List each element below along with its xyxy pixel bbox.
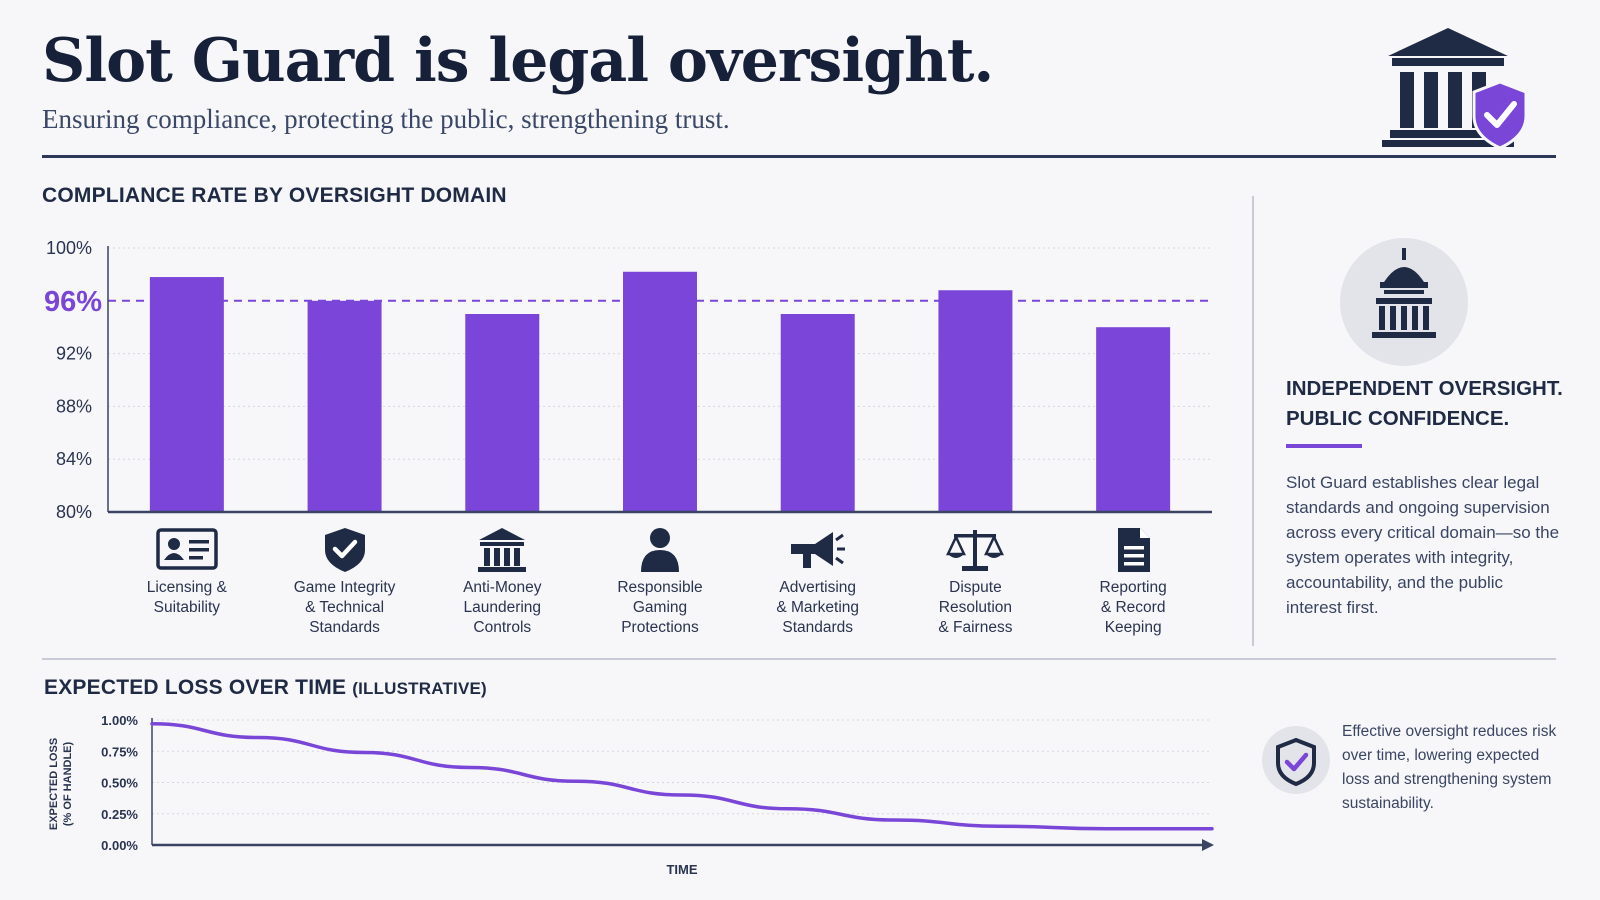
bar <box>1096 327 1171 512</box>
category-label-line: Advertising <box>779 579 857 596</box>
bank-icon <box>478 528 527 572</box>
note-badge <box>1262 726 1330 794</box>
category-label-line: Standards <box>782 619 854 636</box>
sidebar-body: Slot Guard establishes clear legal stand… <box>1286 473 1560 617</box>
bar <box>149 277 224 512</box>
sidebar-note: Effective oversight reduces risk over ti… <box>1342 723 1557 812</box>
category-label-line: & Marketing <box>776 599 860 616</box>
compliance-bar-chart: 100% 96% 92% 88% 84% 80% <box>44 238 1212 522</box>
x-axis-label: TIME <box>666 862 697 877</box>
category-label-line: Gaming <box>632 599 688 616</box>
category-label-line: Suitability <box>153 599 221 616</box>
category-label-line: Reporting <box>1099 579 1167 596</box>
sidebar-heading-line1: INDEPENDENT OVERSIGHT. <box>1286 377 1563 400</box>
category-label: Responsible Gaming Protections <box>590 524 730 638</box>
loss-line <box>150 722 1214 831</box>
shield-check-icon <box>324 528 365 572</box>
y-tick-label: 0.75% <box>101 744 138 759</box>
scales-icon <box>946 530 1005 571</box>
bar <box>465 314 540 512</box>
x-axis-arrow <box>1202 839 1214 851</box>
bar <box>938 290 1013 512</box>
bar <box>623 271 697 512</box>
category-label-line: Laundering <box>463 599 542 616</box>
category-label-line: Standards <box>309 619 380 636</box>
loss-section-title-suffix: (ILLUSTRATIVE) <box>352 679 487 698</box>
category-label: Dispute Resolution & Fairness <box>905 524 1045 638</box>
y-axis-label-line: (% OF HANDLE) <box>62 742 74 827</box>
capitol-dome-icon <box>1372 248 1436 338</box>
category-label-line: & Fairness <box>938 619 1013 636</box>
bar <box>780 314 855 512</box>
sidebar-accent-rule <box>1286 444 1362 448</box>
vertical-divider <box>1252 196 1254 646</box>
sidebar-heading-line2: PUBLIC CONFIDENCE. <box>1286 407 1510 430</box>
y-axis-label-line: EXPECTED LOSS <box>48 738 60 830</box>
loss-section-title: EXPECTED LOSS OVER TIME (ILLUSTRATIVE) <box>44 676 487 700</box>
courthouse-shield-icon <box>1382 28 1528 150</box>
y-tick-label: 1.00% <box>101 713 138 728</box>
category-label: Advertising & Marketing Standards <box>748 524 888 638</box>
y-tick-label: 0.50% <box>101 776 138 791</box>
category-label-line: Controls <box>473 619 532 636</box>
page-title: Slot Guard is legal oversight. <box>42 26 994 96</box>
id-card-icon <box>156 528 218 570</box>
y-tick-label: 92% <box>56 344 92 364</box>
expected-loss-line-chart: 1.00% 0.75% 0.50% 0.25% 0.00% TIME EXPECTED LO… <box>48 713 1214 877</box>
category-label-line: Licensing & <box>146 579 227 596</box>
y-tick-label: 80% <box>56 502 92 522</box>
category-label-line: Keeping <box>1104 619 1162 636</box>
category-label-line: Anti-Money <box>463 579 542 596</box>
seal-badge <box>1340 238 1468 366</box>
y-tick-label: 0.25% <box>101 807 138 822</box>
category-label-line: Dispute <box>949 579 1002 596</box>
category-label-line: Responsible <box>617 579 703 596</box>
bar <box>307 300 382 512</box>
category-label: Licensing & Suitability <box>117 524 257 618</box>
category-label-line: Resolution <box>938 599 1013 616</box>
y-tick-label: 0.00% <box>101 838 138 853</box>
person-icon <box>641 528 679 572</box>
y-tick-label: 100% <box>46 238 92 258</box>
shield-check-icon <box>1276 737 1316 787</box>
category-label-line: & Technical <box>305 599 385 616</box>
y-tick-label: 84% <box>56 449 92 469</box>
document-icon <box>1118 528 1151 572</box>
category-label: Reporting & Record Keeping <box>1063 524 1203 638</box>
category-label: Anti-Money Laundering Controls <box>432 524 572 638</box>
category-label-line: & Record <box>1100 599 1166 616</box>
category-label-line: Game Integrity <box>293 579 396 596</box>
compliance-section-title: COMPLIANCE RATE BY OVERSIGHT DOMAIN <box>42 184 507 207</box>
loss-section-title-main: EXPECTED LOSS OVER TIME <box>44 676 347 699</box>
category-label: Game Integrity & Technical Standards <box>275 524 415 638</box>
y-tick-label: 88% <box>56 396 92 416</box>
y-axis-label: EXPECTED LOSS (% OF HANDLE) <box>48 738 74 830</box>
reference-tick-label: 96% <box>44 286 102 318</box>
category-label-line: Protections <box>621 619 699 636</box>
sidebar-heading: INDEPENDENT OVERSIGHT. PUBLIC CONFIDENCE… <box>1286 374 1563 434</box>
megaphone-icon <box>790 532 845 568</box>
section-divider <box>42 658 1556 660</box>
header-divider <box>42 155 1556 158</box>
page-subtitle: Ensuring compliance, protecting the publ… <box>42 104 730 134</box>
